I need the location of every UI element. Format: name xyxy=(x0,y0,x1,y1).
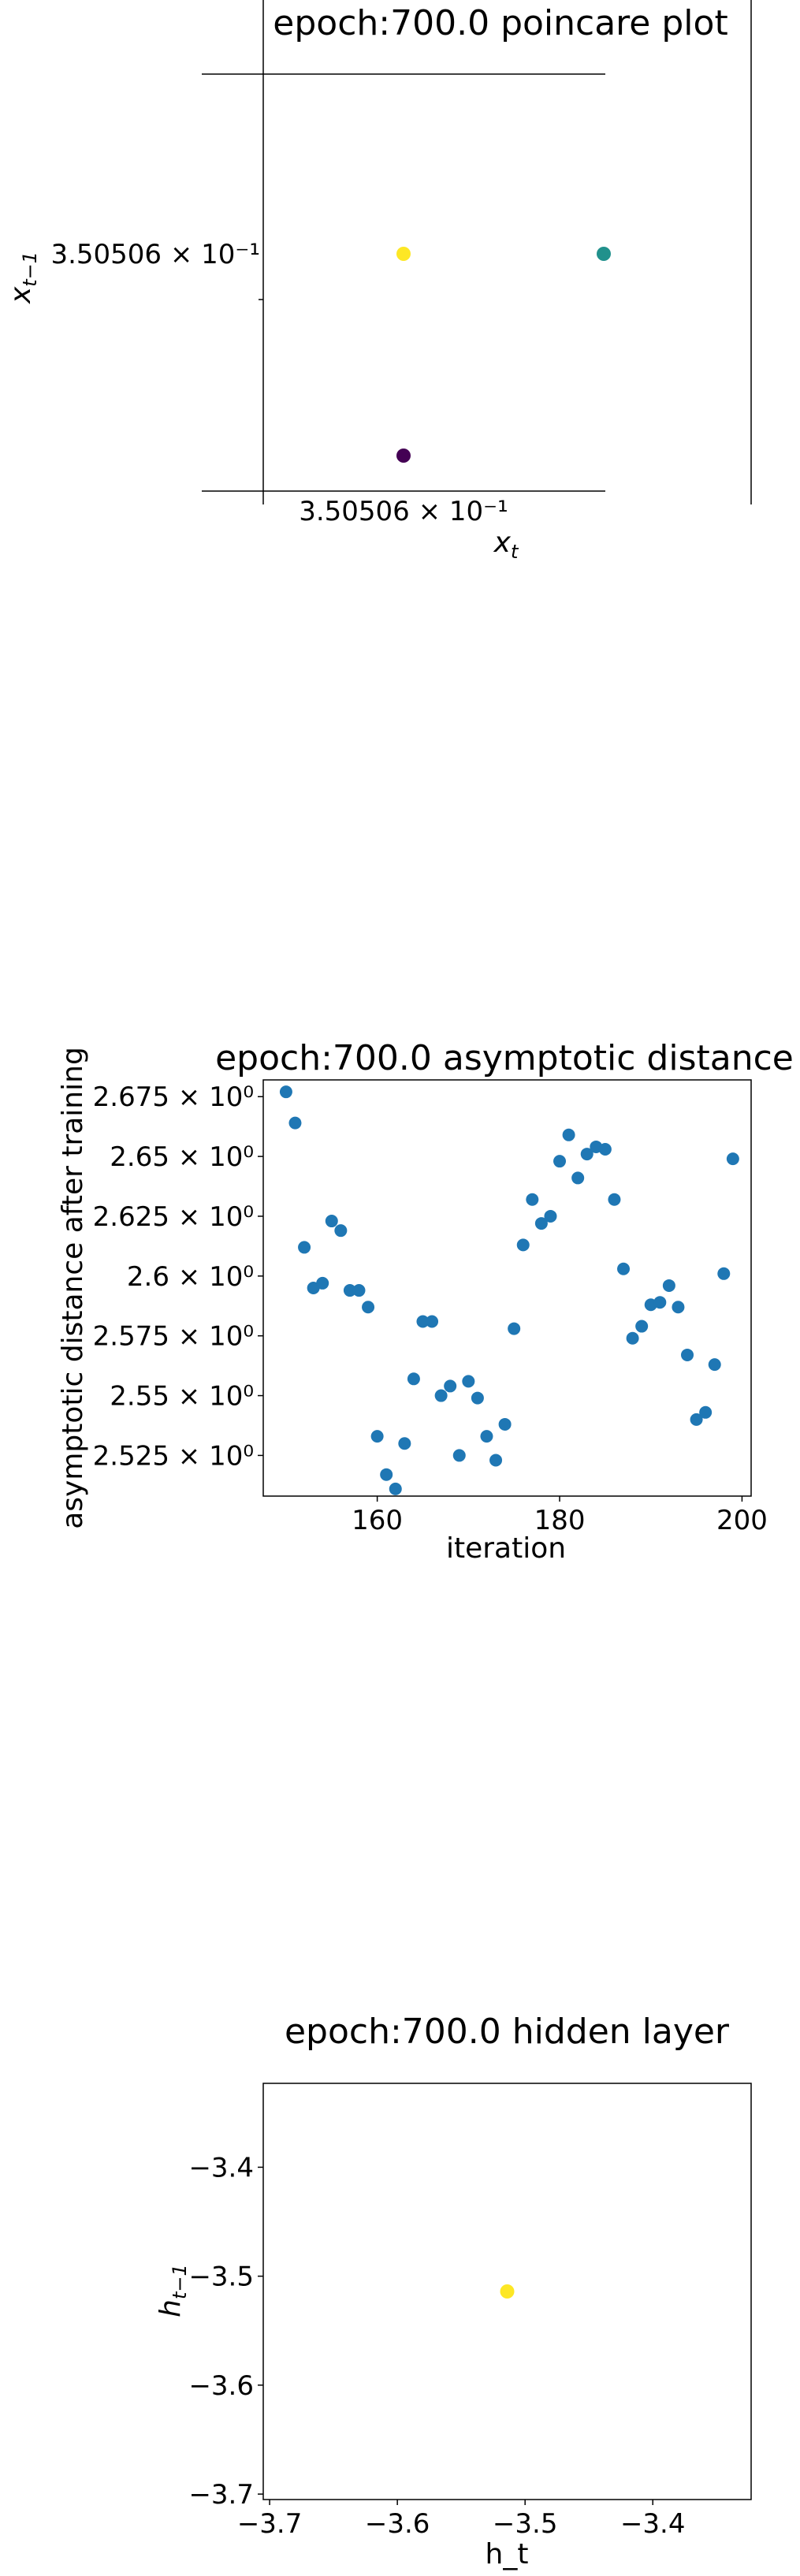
poincare-ytick-label: 3.50506 × 10⁻¹ xyxy=(50,239,260,270)
asymptotic-point-37 xyxy=(617,1262,631,1275)
poincare-points xyxy=(396,247,611,463)
asymptotic-ytick-label-6: 2.675 × 10⁰ xyxy=(93,1081,254,1113)
hidden-point-0 xyxy=(500,2284,515,2299)
asymptotic-point-20 xyxy=(462,1375,475,1388)
poincare-xlabel: xt xyxy=(493,527,519,563)
asymptotic-point-22 xyxy=(480,1430,493,1443)
asymptotic-point-4 xyxy=(316,1276,329,1290)
asymptotic-point-31 xyxy=(562,1128,575,1141)
asymptotic-plot-frame xyxy=(262,1079,752,1497)
hidden-ylabel: ht−1 xyxy=(154,2264,191,2317)
poincare-xtick-label: 3.50506 × 10⁻¹ xyxy=(299,496,508,527)
asymptotic-point-8 xyxy=(352,1284,366,1297)
asymptotic-point-26 xyxy=(516,1238,530,1252)
hidden-plot-frame xyxy=(262,2083,752,2500)
asymptotic-point-15 xyxy=(416,1315,430,1328)
asymptotic-point-41 xyxy=(653,1296,667,1309)
asymptotic-xtick-label-0: 160 xyxy=(352,1505,403,1536)
asymptotic-yticks: 2.525 × 10⁰ 2.55 × 10⁰ 2.575 × 10⁰ 2.6 × 10… xyxy=(93,1081,263,1472)
asymptotic-point-0 xyxy=(279,1085,292,1099)
asymptotic-point-44 xyxy=(681,1348,694,1361)
asymptotic-xtick-label-2: 200 xyxy=(716,1505,768,1536)
asymptotic-point-28 xyxy=(534,1217,548,1230)
hidden-ytick-label-2: −3.6 xyxy=(188,2370,254,2402)
poincare-point-1 xyxy=(597,247,611,261)
asymptotic-ytick-label-4: 2.625 × 10⁰ xyxy=(93,1201,254,1233)
asymptotic-point-49 xyxy=(726,1152,739,1166)
asymptotic-xticks: 160 180 200 xyxy=(352,1496,768,1536)
asymptotic-point-18 xyxy=(444,1379,457,1393)
hidden-ytick-label-0: −3.4 xyxy=(188,2152,254,2183)
hidden-xtick-label-3: −3.4 xyxy=(620,2508,686,2540)
asymptotic-point-33 xyxy=(580,1148,593,1161)
asymptotic-point-11 xyxy=(380,1468,393,1481)
asymptotic-point-21 xyxy=(471,1391,484,1405)
poincare-title: epoch:700.0 poincare plot xyxy=(273,3,727,43)
asymptotic-point-12 xyxy=(389,1482,402,1495)
asymptotic-point-45 xyxy=(690,1413,703,1426)
asymptotic-point-9 xyxy=(362,1301,375,1314)
asymptotic-ytick-label-1: 2.55 × 10⁰ xyxy=(110,1381,254,1413)
asymptotic-point-19 xyxy=(452,1449,466,1462)
hidden-xtick-label-0: −3.7 xyxy=(237,2508,303,2540)
asymptotic-points xyxy=(279,1085,739,1495)
asymptotic-point-23 xyxy=(489,1454,503,1467)
asymptotic-point-13 xyxy=(398,1437,411,1450)
asymptotic-point-43 xyxy=(672,1301,685,1314)
hidden-title: epoch:700.0 hidden layer xyxy=(285,2012,730,2052)
asymptotic-ytick-label-0: 2.525 × 10⁰ xyxy=(93,1440,254,1472)
asymptotic-point-32 xyxy=(571,1171,585,1185)
asymptotic-point-42 xyxy=(662,1279,675,1292)
asymptotic-point-48 xyxy=(717,1267,731,1280)
hidden-xlabel: h_t xyxy=(486,2538,529,2570)
poincare-point-2 xyxy=(396,449,411,463)
hidden-ytick-label-1: −3.5 xyxy=(188,2261,254,2293)
asymptotic-point-30 xyxy=(553,1155,567,1168)
asymptotic-ytick-label-3: 2.6 × 10⁰ xyxy=(127,1261,254,1293)
hidden-yticks: −3.4 −3.5 −3.6 −3.7 xyxy=(188,2152,263,2511)
hidden-layer-chart: epoch:700.0 hidden layer −3.4−3.5−3.6−3.… xyxy=(154,2012,752,2570)
asymptotic-point-16 xyxy=(426,1315,439,1328)
asymptotic-point-14 xyxy=(407,1372,420,1386)
asymptotic-point-46 xyxy=(699,1405,713,1419)
hidden-points xyxy=(500,2284,515,2299)
asymptotic-point-38 xyxy=(626,1331,639,1345)
asymptotic-xlabel: iteration xyxy=(446,1532,566,1565)
asymptotic-point-10 xyxy=(370,1430,384,1443)
poincare-chart: epoch:700.0 poincare plot 3.50506 × 10⁻¹… xyxy=(5,0,752,563)
asymptotic-ytick-label-2: 2.575 × 10⁰ xyxy=(93,1321,254,1353)
asymptotic-point-7 xyxy=(343,1284,356,1297)
asymptotic-point-36 xyxy=(608,1193,621,1206)
hidden-ytick-label-3: −3.7 xyxy=(188,2479,254,2511)
asymptotic-point-39 xyxy=(635,1320,649,1333)
poincare-ylabel: xt−1 xyxy=(5,251,41,304)
asymptotic-point-5 xyxy=(325,1215,338,1228)
asymptotic-point-17 xyxy=(434,1389,448,1402)
asymptotic-point-2 xyxy=(298,1241,311,1254)
asymptotic-xtick-label-1: 180 xyxy=(534,1505,586,1536)
asymptotic-point-1 xyxy=(288,1116,302,1130)
poincare-point-0 xyxy=(396,247,411,261)
asymptotic-title: epoch:700.0 asymptotic distance xyxy=(215,1038,794,1078)
asymptotic-point-6 xyxy=(334,1224,348,1238)
asymptotic-point-29 xyxy=(544,1209,557,1223)
asymptotic-ytick-label-5: 2.65 × 10⁰ xyxy=(110,1141,254,1173)
asymptotic-point-25 xyxy=(508,1322,521,1335)
asymptotic-chart: epoch:700.0 asymptotic distance 2.525 × … xyxy=(57,1038,794,1565)
asymptotic-ylabel: asymptotic distance after training xyxy=(57,1047,89,1529)
hidden-xtick-label-2: −3.5 xyxy=(493,2508,558,2540)
hidden-xticks: −3.7 −3.6 −3.5 −3.4 xyxy=(237,2500,686,2540)
asymptotic-point-47 xyxy=(708,1358,721,1372)
asymptotic-point-24 xyxy=(498,1417,512,1431)
asymptotic-point-27 xyxy=(526,1193,539,1206)
hidden-xtick-label-1: −3.6 xyxy=(365,2508,430,2540)
asymptotic-point-35 xyxy=(598,1143,612,1156)
